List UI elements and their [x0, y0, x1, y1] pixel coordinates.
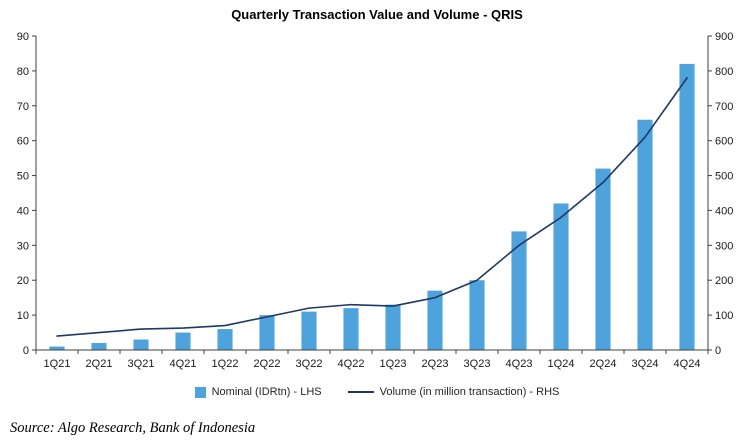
left-axis-tick-label: 20	[17, 275, 29, 287]
left-axis-tick-label: 0	[23, 345, 29, 357]
left-axis-tick-label: 90	[17, 31, 29, 43]
legend-label-volume: Volume (in million transaction) - RHS	[379, 386, 560, 398]
bar	[49, 346, 65, 350]
line-series-swatch	[347, 391, 374, 393]
right-axis-tick-label: 100	[715, 310, 733, 322]
x-axis-category-label: 2Q23	[422, 358, 449, 370]
chart-title: Quarterly Transaction Value and Volume -…	[231, 7, 523, 22]
right-axis-tick-label: 900	[715, 31, 733, 43]
bar	[637, 119, 653, 350]
left-axis-tick-label: 40	[17, 205, 29, 217]
volume-line	[56, 77, 688, 337]
bar	[385, 304, 401, 350]
right-axis-tick-label: 700	[715, 101, 733, 113]
right-axis-tick-label: 600	[715, 136, 733, 148]
x-axis-category-label: 4Q23	[506, 358, 533, 370]
bar	[469, 280, 485, 350]
legend-label-nominal: Nominal (IDRtn) - LHS	[211, 386, 322, 398]
right-axis-tick-label: 200	[715, 275, 733, 287]
bar	[553, 203, 569, 350]
bar	[217, 329, 233, 350]
bar-series-swatch	[194, 386, 206, 398]
x-axis-category-label: 2Q21	[86, 358, 113, 370]
x-axis-category-label: 4Q24	[674, 358, 701, 370]
chart-canvas: 0102030405060708090010020030040050060070…	[17, 31, 734, 370]
bar	[175, 332, 191, 350]
right-axis-tick-label: 400	[715, 205, 733, 217]
x-axis-category-label: 2Q22	[254, 358, 281, 370]
x-axis-category-label: 3Q24	[632, 358, 659, 370]
left-axis-tick-label: 80	[17, 66, 29, 78]
right-axis-tick-label: 500	[715, 171, 733, 183]
left-axis-tick-label: 30	[17, 240, 29, 252]
right-axis-tick-label: 300	[715, 240, 733, 252]
bar	[91, 343, 107, 350]
x-axis-category-label: 3Q23	[464, 358, 491, 370]
x-axis-category-label: 3Q22	[296, 358, 323, 370]
bar	[511, 231, 527, 350]
x-axis-category-label: 2Q24	[590, 358, 617, 370]
left-axis-tick-label: 50	[17, 171, 29, 183]
left-axis-tick-label: 10	[17, 310, 29, 322]
right-axis-tick-label: 0	[715, 345, 721, 357]
chart-legend: Nominal (IDRtn) - LHS Volume (in million…	[0, 382, 754, 402]
x-axis-category-label: 4Q22	[338, 358, 365, 370]
source-note: Source: Algo Research, Bank of Indonesia	[10, 420, 256, 436]
left-axis-tick-label: 70	[17, 101, 29, 113]
x-axis-category-label: 1Q23	[380, 358, 407, 370]
x-axis-category-label: 3Q21	[128, 358, 155, 370]
left-axis-tick-label: 60	[17, 136, 29, 148]
bar	[595, 168, 611, 350]
bar	[427, 290, 443, 350]
bar	[679, 63, 695, 350]
bar	[259, 315, 275, 350]
x-axis-category-label: 4Q21	[170, 358, 197, 370]
x-axis-category-label: 1Q22	[212, 358, 239, 370]
legend-item-nominal: Nominal (IDRtn) - LHS	[194, 386, 322, 398]
legend-item-volume: Volume (in million transaction) - RHS	[347, 386, 560, 398]
right-axis-tick-label: 800	[715, 66, 733, 78]
bar	[343, 308, 359, 350]
x-axis-category-label: 1Q24	[548, 358, 575, 370]
x-axis-category-label: 1Q21	[44, 358, 71, 370]
bar	[133, 339, 149, 350]
bar	[301, 311, 317, 350]
